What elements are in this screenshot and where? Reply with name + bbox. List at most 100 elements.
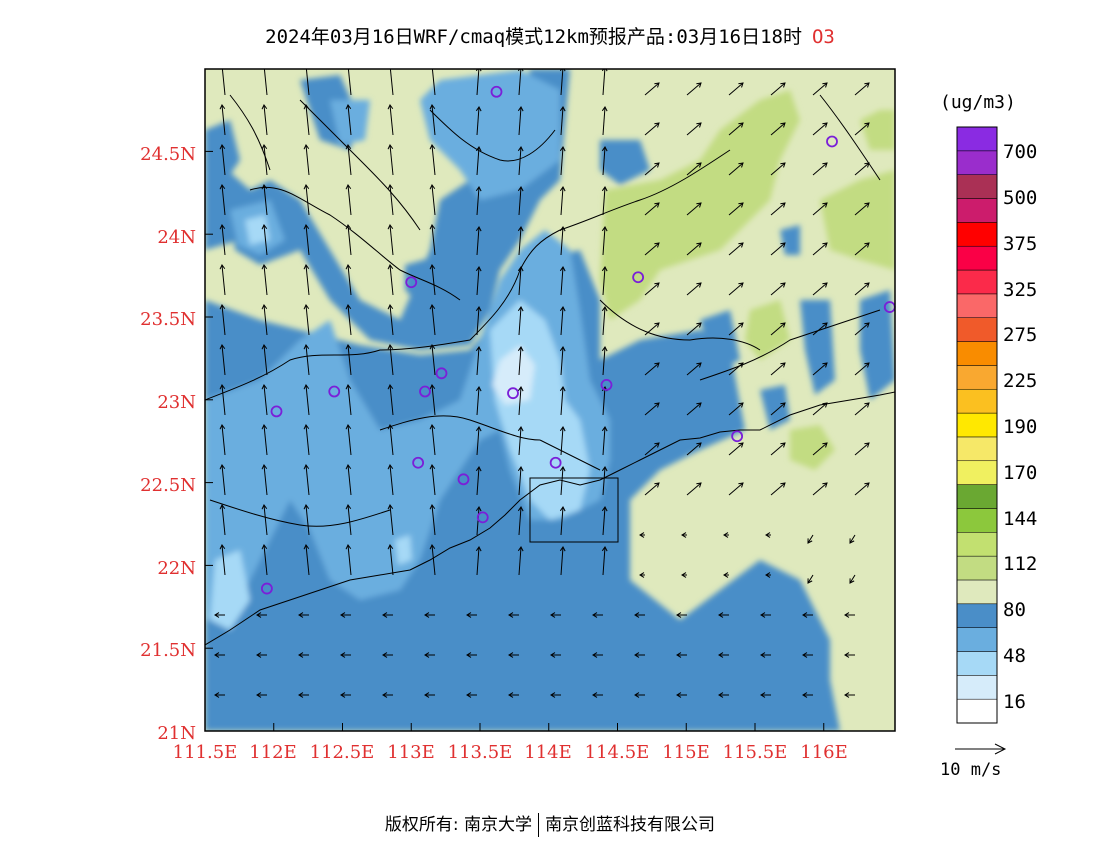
wind-arrow [219, 224, 226, 256]
station-marker [731, 430, 744, 443]
colorbar-bin [956, 698, 998, 724]
colorbar [956, 126, 998, 724]
wind-arrow [429, 544, 436, 576]
wind-arrow [728, 482, 744, 496]
wind-arrow [517, 226, 524, 256]
colorbar-bin [956, 508, 998, 533]
wind-arrow [429, 424, 436, 456]
wind-arrow [387, 144, 394, 176]
wind-arrow [592, 612, 603, 618]
wind-arrow [770, 122, 786, 136]
colorbar-bin [956, 436, 998, 462]
colorbar-bin [956, 174, 998, 199]
colorbar-bin [956, 651, 998, 676]
wind-arrow [475, 426, 482, 456]
wind-arrow [387, 344, 394, 376]
wind-arrow [298, 612, 309, 618]
wind-arrow [219, 69, 226, 96]
wind-arrow [219, 304, 226, 336]
wind-arrow [429, 224, 436, 256]
wind-arrow [517, 426, 524, 456]
wind-arrow [550, 692, 561, 698]
wind-arrow [559, 106, 566, 136]
wind-arrow [728, 162, 744, 176]
wind-arrow [387, 69, 394, 96]
station-marker [476, 511, 489, 524]
wind-arrow [256, 692, 267, 698]
lat-label: 23.5N [140, 309, 196, 330]
wind-arrow [261, 504, 268, 536]
wind-arrow [345, 464, 352, 496]
colorbar-bin [956, 293, 998, 318]
wind-arrow [517, 386, 524, 416]
wind-arrow [424, 652, 435, 658]
wind-arrow [676, 692, 687, 698]
wind-arrow [261, 69, 268, 96]
map-title: 2024年03月16日WRF/cmaq模式12km预报产品:03月16日18时 O… [0, 22, 1100, 49]
wind-arrow [634, 652, 645, 658]
lon-label: 116E [800, 742, 848, 763]
wind-arrow [559, 466, 566, 496]
wind-arrow [382, 652, 393, 658]
wind-arrow [303, 104, 310, 136]
wind-arrow [844, 652, 855, 658]
colorbar-label: 190 [1003, 416, 1037, 438]
wind-arrow [517, 146, 524, 176]
wind-arrow [854, 362, 870, 376]
wind-arrow [686, 122, 702, 136]
title-text: 2024年03月16日WRF/cmaq模式12km预报产品:03月16日18时 [265, 26, 802, 48]
wind-arrow [517, 106, 524, 136]
wind-arrow [261, 464, 268, 496]
wind-arrow [676, 612, 687, 618]
wind-arrow [812, 242, 828, 256]
wind-arrow [261, 264, 268, 296]
colorbar-bin [956, 675, 998, 700]
wind-arrow [639, 532, 645, 538]
wind-arrow [812, 162, 828, 176]
wind-arrow [644, 162, 660, 176]
station-marker [419, 385, 431, 398]
wind-arrow [812, 322, 828, 336]
wind-arrow [475, 186, 482, 216]
wind-arrow [854, 122, 870, 136]
colorbar-label: 170 [1003, 462, 1037, 484]
wind-arrow [382, 612, 393, 618]
wind-arrow [854, 162, 870, 176]
wind-arrow [517, 466, 524, 496]
wind-arrow [601, 266, 608, 296]
latitude-labels: 24.5N 24N 23.5N 23N 22.5N 22N 21.5N 21N [140, 144, 196, 744]
lat-label: 24N [157, 227, 196, 248]
wind-arrow [728, 322, 744, 336]
wind-arrow [382, 692, 393, 698]
wind-arrow [728, 402, 744, 416]
lat-label: 23N [157, 392, 196, 413]
wind-arrow [387, 424, 394, 456]
colorbar-bin [956, 460, 998, 485]
footer-right: 南京创蓝科技有限公司 [545, 815, 716, 835]
wind-arrow [676, 652, 687, 658]
station-marker [270, 405, 283, 418]
wind-arrow [634, 612, 645, 618]
wind-arrow [303, 504, 310, 536]
wind-arrow [770, 362, 786, 376]
wind-arrow [849, 534, 856, 544]
longitude-ticks [204, 723, 825, 731]
wind-arrow [508, 652, 519, 658]
wind-arrow [644, 242, 660, 256]
colorbar-bin [956, 317, 998, 342]
wind-arrow [854, 82, 870, 96]
wind-arrow [601, 426, 608, 456]
wind-arrow [812, 402, 828, 416]
wind-arrow [261, 104, 268, 136]
wind-arrow [387, 104, 394, 136]
colorbar-bin [956, 603, 998, 628]
wind-arrow [550, 612, 561, 618]
wind-arrow [261, 344, 268, 376]
station-marker [457, 473, 470, 486]
wind-arrow [214, 612, 225, 618]
wind-arrow [429, 464, 436, 496]
wind-arrow [854, 282, 870, 296]
wind-arrow [844, 692, 855, 698]
wind-arrow [854, 322, 870, 336]
lat-label: 24.5N [140, 144, 196, 165]
